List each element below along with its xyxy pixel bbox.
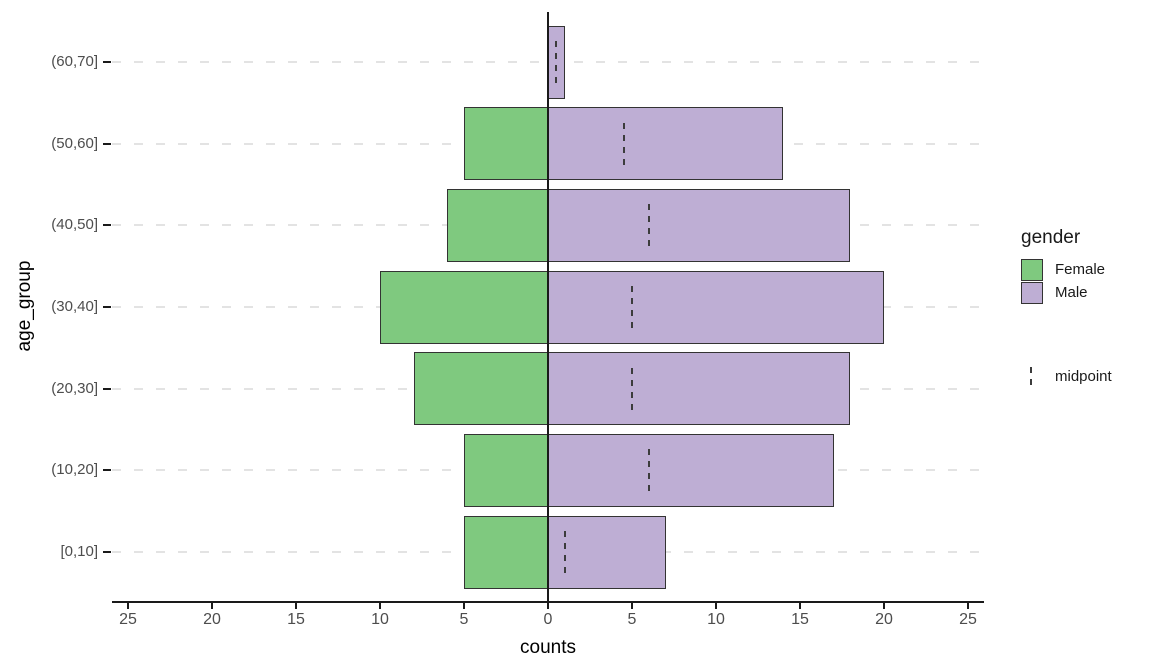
midpoint-line-(60,70] <box>555 41 558 83</box>
y-axis-label: (50,60] <box>51 134 98 152</box>
y-tick <box>103 142 111 145</box>
x-tick <box>295 603 297 609</box>
x-axis-label: 20 <box>203 611 221 628</box>
zero-reference-line <box>547 12 549 601</box>
x-axis-label: 20 <box>875 611 893 628</box>
y-axis-label: (10,20] <box>51 461 98 479</box>
bar-female-(30,40] <box>380 270 548 344</box>
legend-swatch-male <box>1021 282 1043 304</box>
legend-title: gender <box>1021 227 1081 248</box>
y-axis-label: (40,50] <box>51 216 98 234</box>
x-tick <box>715 603 717 609</box>
midpoint-line-(20,30] <box>631 367 633 410</box>
x-tick <box>211 603 213 609</box>
bar-male-(50,60] <box>548 107 784 181</box>
x-axis-label: 0 <box>543 611 553 628</box>
bar-female-[0,10] <box>464 515 548 589</box>
bar-male-[0,10] <box>548 515 666 589</box>
midpoint-line-(10,20] <box>647 449 650 492</box>
x-tick <box>379 603 381 609</box>
y-axis-label: (30,40] <box>51 298 98 315</box>
x-axis-label: 10 <box>371 611 389 628</box>
midpoint-line-(40,50] <box>647 204 650 247</box>
y-tick <box>103 224 111 227</box>
midpoint-line-(50,60] <box>622 122 625 165</box>
midpoint-legend-label: midpoint <box>1055 368 1112 385</box>
y-tick <box>103 387 111 390</box>
y-axis-label: (20,30] <box>51 379 98 397</box>
x-tick <box>463 603 465 609</box>
bar-male-(30,40] <box>548 270 884 344</box>
y-tick <box>103 306 111 308</box>
x-tick <box>883 603 885 609</box>
x-axis-label: 15 <box>791 611 809 628</box>
bar-female-(50,60] <box>464 107 548 181</box>
y-axis-label: [0,10] <box>60 543 98 560</box>
bar-male-(40,50] <box>548 188 851 262</box>
midpoint-line-[0,10] <box>563 531 566 573</box>
plot-panel <box>112 12 984 601</box>
x-tick <box>799 603 801 609</box>
x-axis-label: 25 <box>119 611 137 628</box>
bar-female-(20,30] <box>413 352 548 426</box>
x-axis-label: 5 <box>459 611 469 628</box>
legend-label-female: Female <box>1055 261 1106 278</box>
x-tick <box>127 603 129 609</box>
x-axis-label: 15 <box>287 611 305 628</box>
y-tick <box>103 469 111 472</box>
x-axis-label: 10 <box>707 611 725 628</box>
y-axis-title: age_group <box>14 260 35 352</box>
x-tick <box>631 603 633 609</box>
x-axis-label: 25 <box>959 611 977 628</box>
bar-male-(10,20] <box>548 433 834 507</box>
legend-swatch-female <box>1021 259 1043 281</box>
midpoint-legend-key-icon <box>1030 367 1032 387</box>
legend-label-male: Male <box>1055 284 1088 301</box>
bar-male-(20,30] <box>548 352 851 426</box>
x-axis-label: 5 <box>627 611 637 628</box>
bar-female-(10,20] <box>464 433 548 507</box>
y-axis-label: (60,70] <box>51 53 98 70</box>
x-tick <box>547 603 549 609</box>
x-axis-line <box>112 601 984 603</box>
bar-female-(40,50] <box>447 188 548 262</box>
y-tick <box>103 61 111 63</box>
y-tick <box>103 551 111 553</box>
midpoint-line-(30,40] <box>631 286 633 328</box>
x-axis-title: counts <box>520 637 576 658</box>
x-tick <box>967 603 969 609</box>
